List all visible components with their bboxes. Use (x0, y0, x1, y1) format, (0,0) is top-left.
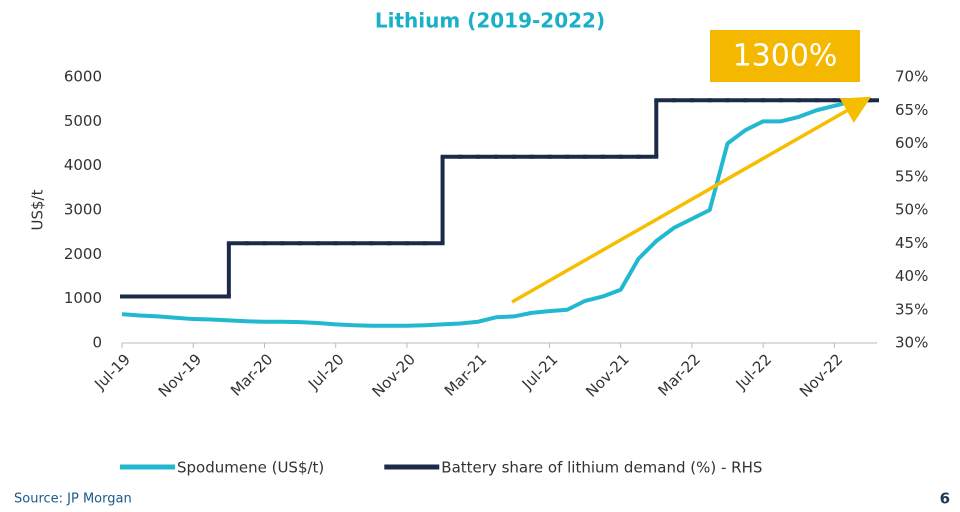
y-tick-label: 0 (92, 334, 102, 352)
annotation: 1300% (733, 39, 838, 74)
y2-tick-label: 35% (895, 300, 928, 318)
page-number: 6 (940, 490, 950, 508)
y-tick-label: 5000 (64, 112, 102, 130)
y2-tick-label: 50% (895, 201, 928, 219)
trend-arrow (511, 96, 872, 304)
x-tick-label: Jul-22 (732, 350, 776, 394)
y-axis-label: US$/t (29, 189, 47, 230)
plot-area: 0 1000 2000 3000 4000 5000 6000 30% 35% 40% 45% 50%… (64, 68, 929, 401)
y2-tick-label: 60% (895, 134, 928, 152)
x-tick-label: Jul-19 (90, 350, 134, 394)
x-tick-label: Mar-20 (227, 350, 276, 399)
x-tick-label: Nov-20 (368, 350, 418, 400)
y2-tick-label: 45% (895, 234, 928, 252)
y-tick-label: 6000 (64, 68, 102, 86)
legend-label: Battery share of lithium demand (%) - RH… (441, 459, 762, 477)
chart-title: Lithium (2019-2022) (375, 9, 605, 33)
x-tick-label: Nov-19 (155, 350, 205, 400)
source: Source: JP Morgan (14, 492, 132, 507)
y-tick-label: 3000 (64, 201, 102, 219)
x-tick-label: Jul-21 (518, 350, 562, 394)
annotation-box (710, 30, 860, 82)
x-tick-label: Nov-21 (582, 350, 632, 400)
series-line (121, 97, 871, 328)
y2-tick-label: 40% (895, 267, 928, 285)
x-tick-label: Nov-22 (796, 350, 846, 400)
y-tick-label: 2000 (64, 245, 102, 263)
x-tick-label: Mar-21 (441, 350, 490, 399)
y2-tick-label: 55% (895, 167, 928, 185)
x-tick-label: Jul-20 (304, 350, 348, 394)
legend-label: Spodumene (US$/t) (177, 459, 324, 477)
y2-tick-label: 70% (895, 68, 928, 86)
y-tick-label: 4000 (64, 156, 102, 174)
x-tick-label: Mar-22 (655, 350, 704, 399)
y2-tick-label: 30% (895, 334, 928, 352)
y2-tick-label: 65% (895, 101, 928, 119)
y-tick-label: 1000 (64, 289, 102, 307)
